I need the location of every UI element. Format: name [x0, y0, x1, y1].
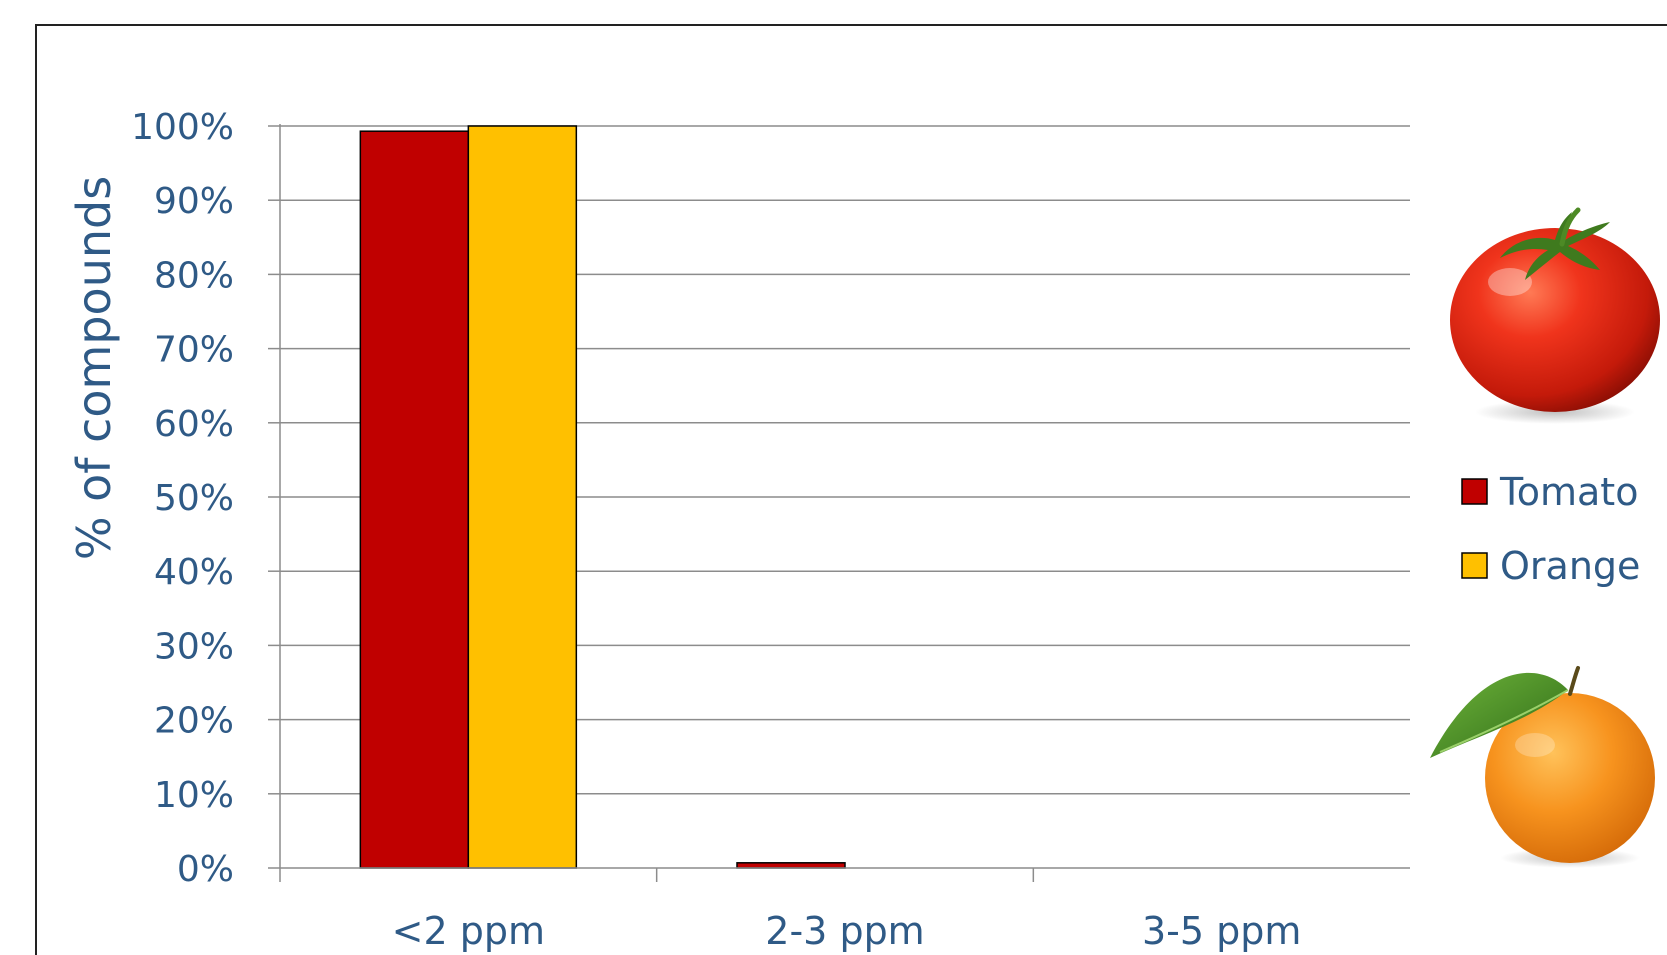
- y-tick-label: 40%: [154, 552, 234, 593]
- y-tick-label: 80%: [154, 255, 234, 296]
- orange-image: [1430, 666, 1655, 868]
- y-tick-label: 90%: [154, 181, 234, 222]
- x-tick-label: 2-3 ppm: [765, 909, 924, 953]
- y-tick-label: 30%: [154, 626, 234, 667]
- legend-label-orange: Orange: [1500, 544, 1640, 588]
- legend: Tomato Orange: [1461, 470, 1640, 588]
- bar-tomato-1: [736, 862, 846, 869]
- bar-tomato-0: [359, 130, 470, 869]
- tomato-image: [1450, 207, 1660, 424]
- y-tick-label: 100%: [131, 107, 234, 148]
- x-tick-label: <2 ppm: [392, 909, 545, 953]
- y-tick-label: 70%: [154, 330, 234, 371]
- bars: [359, 125, 846, 869]
- y-tick-label: 50%: [154, 478, 234, 519]
- y-axis-title: % of compounds: [67, 176, 121, 560]
- legend-swatch-orange: [1461, 552, 1488, 579]
- chart-frame: [35, 24, 1667, 955]
- legend-label-tomato: Tomato: [1499, 470, 1638, 514]
- bar-orange-0: [467, 125, 578, 869]
- y-tick-label: 60%: [154, 404, 234, 445]
- y-tick-label: 20%: [154, 701, 234, 742]
- y-axis: 0% 10% 20% 30% 40% 50% 60% 70% 80% 90% 100%: [131, 107, 281, 890]
- x-tick-label: 3-5 ppm: [1142, 909, 1301, 953]
- legend-swatch-tomato: [1461, 478, 1488, 505]
- y-tick-label: 10%: [154, 775, 234, 816]
- y-tick-label: 0%: [177, 849, 234, 890]
- x-axis: <2 ppm 2-3 ppm 3-5 ppm: [279, 867, 1410, 953]
